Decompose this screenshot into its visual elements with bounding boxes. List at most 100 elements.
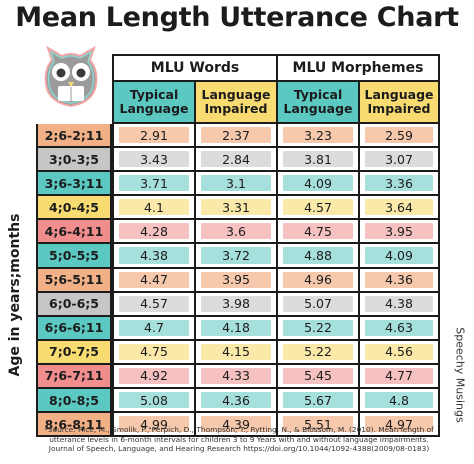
cell-value: 2.59 [365, 127, 433, 144]
y-axis-label-text: Age in years;months [7, 213, 23, 377]
table-cell: 3.1 [194, 172, 276, 197]
table-cell: 4.09 [276, 172, 358, 197]
age-label: 3;6-3;11 [36, 172, 112, 197]
table-cell: 4.09 [358, 244, 440, 269]
table-cell: 4.88 [276, 244, 358, 269]
age-label: 5;0-5;5 [36, 244, 112, 269]
table-cell: 4.47 [112, 268, 194, 293]
age-label: 8;0-8;5 [36, 389, 112, 414]
subheader-morphemes-impaired: Language Impaired [358, 82, 440, 124]
cell-value: 4.18 [201, 319, 271, 336]
table-cell: 5.67 [276, 389, 358, 414]
table-cell: 4.18 [194, 316, 276, 341]
group-header-mlu-words: MLU Words [112, 54, 276, 82]
cell-value: 4.56 [365, 343, 433, 360]
cell-value: 3.1 [201, 175, 271, 192]
cell-value: 4.99 [119, 416, 189, 433]
subheader-words-impaired: Language Impaired [194, 82, 276, 124]
cell-value: 3.98 [201, 295, 271, 312]
cell-value: 3.6 [201, 223, 271, 240]
cell-value: 4.57 [283, 199, 353, 216]
table-cell: 2.84 [194, 148, 276, 173]
cell-value: 4.36 [365, 271, 433, 288]
table-cell: 3.6 [194, 220, 276, 245]
cell-value: 2.91 [119, 127, 189, 144]
table-cell: 4.38 [358, 292, 440, 317]
chart-title: Mean Length Utterance Chart [15, 2, 459, 33]
table-cell: 3.81 [276, 148, 358, 173]
table-cell: 3.07 [358, 148, 440, 173]
cell-value: 4.7 [119, 319, 189, 336]
cell-value: 4.63 [365, 319, 433, 336]
table-cell: 4.57 [276, 196, 358, 221]
cell-value: 4.75 [119, 343, 189, 360]
cell-value: 4.88 [283, 247, 353, 264]
side-credit: Speechy Musings [452, 320, 468, 430]
table-cell: 3.95 [358, 220, 440, 245]
age-label: 4;0-4;5 [36, 196, 112, 221]
cell-value: 4.09 [283, 175, 353, 192]
cell-value: 4.47 [119, 271, 189, 288]
table-cell: 4.97 [358, 413, 440, 438]
cell-value: 4.97 [365, 416, 433, 433]
table-cell: 4.38 [112, 244, 194, 269]
cell-value: 5.67 [283, 392, 353, 409]
table-cell: 3.71 [112, 172, 194, 197]
cell-value: 4.28 [119, 223, 189, 240]
cell-value: 5.07 [283, 295, 353, 312]
cell-value: 3.31 [201, 199, 271, 216]
table-cell: 4.96 [276, 268, 358, 293]
cell-value: 4.92 [119, 367, 189, 385]
table-cell: 3.72 [194, 244, 276, 269]
age-label: 6;6-6;11 [36, 316, 112, 341]
cell-value: 4.15 [201, 343, 271, 360]
cell-value: 2.37 [201, 127, 271, 144]
owl-mascot-icon [44, 46, 98, 108]
table-cell: 4.7 [112, 316, 194, 341]
table-cell: 5.51 [276, 413, 358, 438]
cell-value: 4.09 [365, 247, 433, 264]
table-cell: 2.91 [112, 124, 194, 149]
table-cell: 4.15 [194, 340, 276, 365]
y-axis-label: Age in years;months [4, 175, 26, 415]
table-cell: 3.98 [194, 292, 276, 317]
age-label: 5;6-5;11 [36, 268, 112, 293]
table-cell: 2.37 [194, 124, 276, 149]
table-cell: 4.36 [194, 389, 276, 414]
subheader-words-typical: Typical Language [112, 82, 194, 124]
table-cell: 3.95 [194, 268, 276, 293]
table-cell: 3.36 [358, 172, 440, 197]
table-cell: 4.33 [194, 364, 276, 390]
table-cell: 4.63 [358, 316, 440, 341]
side-credit-text: Speechy Musings [453, 327, 467, 423]
table-cell: 4.1 [112, 196, 194, 221]
cell-value: 3.07 [365, 151, 433, 168]
cell-value: 3.72 [201, 247, 271, 264]
table-cell: 4.77 [358, 364, 440, 390]
table-cell: 3.64 [358, 196, 440, 221]
table-cell: 5.22 [276, 340, 358, 365]
table-cell: 4.36 [358, 268, 440, 293]
cell-value: 3.43 [119, 151, 189, 168]
cell-value: 5.22 [283, 319, 353, 336]
cell-value: 3.81 [283, 151, 353, 168]
cell-value: 3.71 [119, 175, 189, 192]
table-cell: 4.28 [112, 220, 194, 245]
cell-value: 3.36 [365, 175, 433, 192]
cell-value: 3.23 [283, 127, 353, 144]
age-label: 7;6-7;11 [36, 364, 112, 390]
cell-value: 2.84 [201, 151, 271, 168]
subheader-morphemes-typical: Typical Language [276, 82, 358, 124]
cell-value: 5.22 [283, 343, 353, 360]
table-cell: 4.56 [358, 340, 440, 365]
table-cell: 3.43 [112, 148, 194, 173]
age-label: 7;0-7;5 [36, 340, 112, 365]
age-label: 2;6-2;11 [36, 124, 112, 149]
table-cell: 3.31 [194, 196, 276, 221]
cell-value: 4.33 [201, 367, 271, 385]
table-cell: 5.07 [276, 292, 358, 317]
cell-value: 5.45 [283, 367, 353, 385]
table-cell: 4.39 [194, 413, 276, 438]
cell-value: 4.77 [365, 367, 433, 385]
table-cell: 4.99 [112, 413, 194, 438]
